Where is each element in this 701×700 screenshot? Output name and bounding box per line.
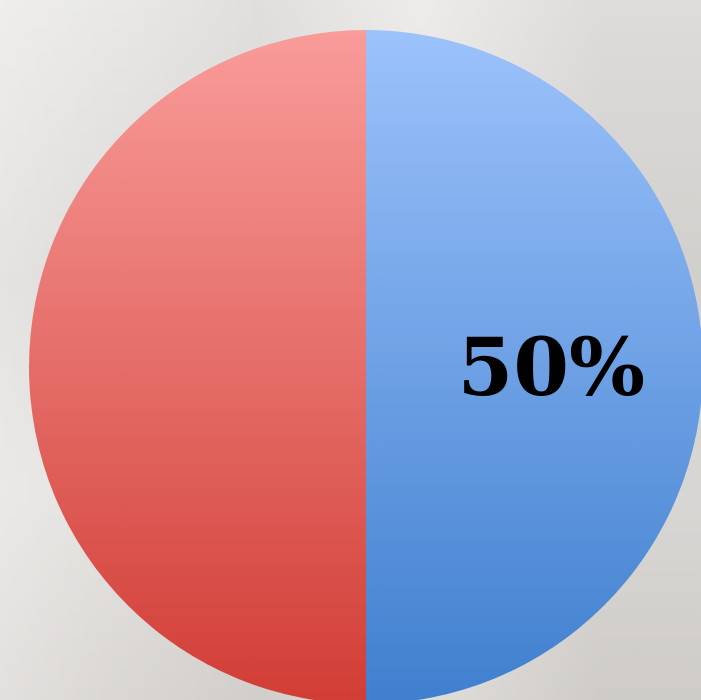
pie-slices — [29, 30, 701, 700]
pie-labels: 50% — [458, 320, 645, 414]
pie-slice-1 — [366, 30, 701, 700]
slice-label-1: 50% — [458, 320, 645, 414]
pie-slice-2 — [29, 30, 366, 700]
